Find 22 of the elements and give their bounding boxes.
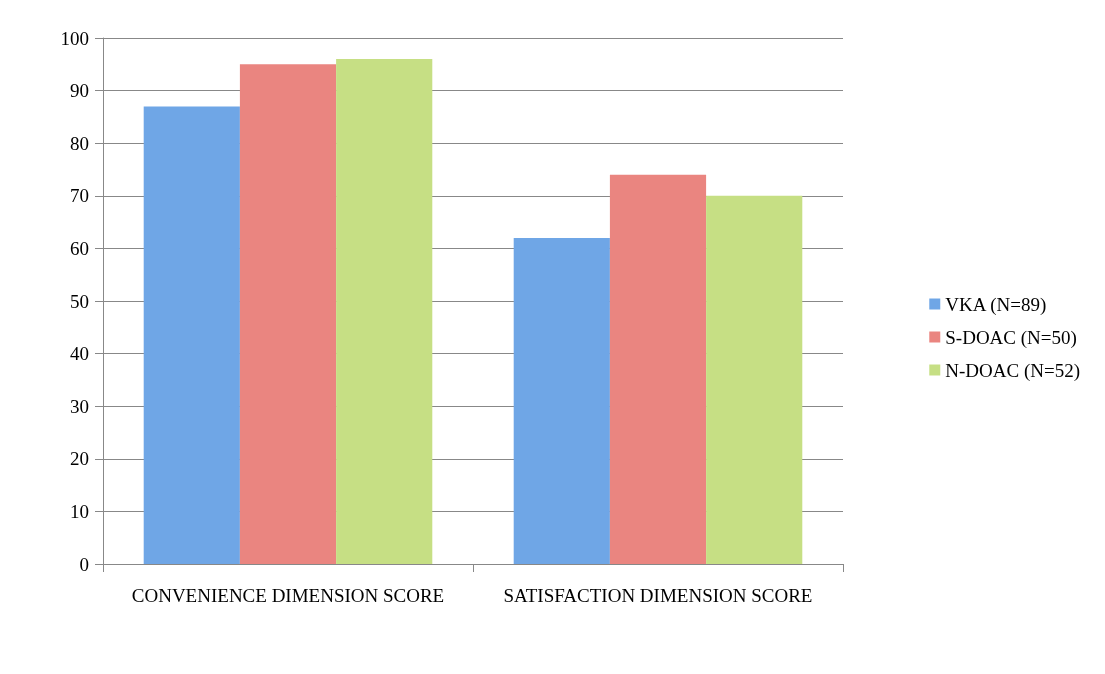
y-tick-label: 10	[70, 500, 89, 522]
legend-label: N-DOAC (N=52)	[945, 359, 1081, 382]
y-tick-label: 0	[79, 553, 89, 575]
y-tick-label: 100	[60, 27, 89, 49]
bar	[513, 237, 610, 564]
bar	[706, 195, 803, 564]
y-tick-label: 50	[70, 290, 89, 312]
y-tick-label: 60	[70, 237, 89, 259]
bar	[239, 64, 337, 564]
bar	[336, 59, 433, 564]
bar	[609, 174, 707, 564]
y-tick-label: 20	[70, 448, 89, 470]
y-tick-label: 40	[70, 343, 89, 365]
y-tick-label: 90	[70, 80, 89, 102]
bar	[143, 106, 240, 564]
y-tick-label: 70	[70, 185, 89, 207]
legend-label: VKA (N=89)	[945, 293, 1047, 316]
x-tick-label: SATISFACTION DIMENSION SCORE	[503, 584, 813, 606]
legend-label: S-DOAC (N=50)	[945, 326, 1077, 349]
x-tick-label: CONVENIENCE DIMENSION SCORE	[131, 584, 445, 606]
y-tick-label: 30	[70, 395, 89, 417]
y-tick-label: 80	[70, 132, 89, 154]
